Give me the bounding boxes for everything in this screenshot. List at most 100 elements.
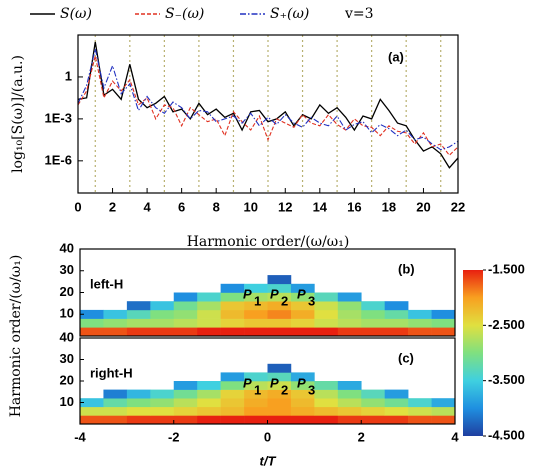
heatmap-cell <box>244 372 268 382</box>
heatmap-cell <box>173 389 198 399</box>
x-tick-label: 4 <box>451 429 459 444</box>
heatmap-cell <box>244 415 268 425</box>
heatmap-cell <box>103 318 128 328</box>
heatmap-cell <box>361 406 385 416</box>
heatmap-cell <box>173 309 198 319</box>
heatmap-cell <box>244 318 268 328</box>
heatmap-cell <box>80 327 104 337</box>
heatmap-cell <box>290 398 315 408</box>
peak-label: P <box>243 375 252 390</box>
peak-label-sub: 2 <box>281 293 288 308</box>
heatmap-cell <box>431 327 456 337</box>
panel-label: (a) <box>388 49 404 64</box>
heatmap-cell <box>150 406 175 416</box>
peak-label-sub: 1 <box>254 382 261 397</box>
heatmap-cell <box>361 301 385 311</box>
heatmap-cell <box>314 309 339 319</box>
heatmap-cell <box>173 301 198 311</box>
heatmap-cell <box>361 415 385 425</box>
heatmap-cell <box>267 327 292 337</box>
x-tick-label: 14 <box>313 199 328 214</box>
heatmap-cell <box>173 327 198 337</box>
heatmap-cell <box>244 398 268 408</box>
peak-label-sub: 1 <box>254 293 261 308</box>
heatmap-cell <box>267 283 292 293</box>
heatmap-cell <box>267 372 292 382</box>
heatmap-cell <box>267 363 292 373</box>
heatmap-cell <box>267 398 292 408</box>
heatmap-cell <box>244 327 268 337</box>
heatmap-cell <box>150 389 175 399</box>
heatmap-cell <box>337 318 362 328</box>
heatmap-cell <box>197 301 221 311</box>
x-tick-label: 12 <box>278 199 292 214</box>
heatmap-cell <box>173 415 198 425</box>
heatmap-cell <box>126 406 151 416</box>
heatmap-cell <box>220 398 245 408</box>
heatmap-cell <box>220 301 245 311</box>
heatmap-cell <box>290 292 315 302</box>
y-tick-label: 40 <box>60 240 74 255</box>
heatmap-cell <box>197 398 221 408</box>
heatmap-cell <box>290 389 315 399</box>
heatmap-cell <box>244 309 268 319</box>
heatmap-cell <box>267 309 292 319</box>
heatmap-cell <box>220 292 245 302</box>
peak-label: P <box>270 286 279 301</box>
heatmap-cell <box>314 292 339 302</box>
y-tick-label: 10 <box>60 394 74 409</box>
heatmap-cell <box>103 389 128 399</box>
heatmap-cell <box>408 406 432 416</box>
heatmap-cell <box>103 398 128 408</box>
x-tick-label: 2 <box>358 429 365 444</box>
legend-label: S₊(ω) <box>270 6 309 22</box>
y-tick-label: 1 <box>65 68 72 83</box>
heatmap-cell <box>290 318 315 328</box>
heatmap-cell <box>220 327 245 337</box>
x-axis-label: Harmonic order/(ω/ω₁) <box>187 234 350 250</box>
heatmap-cell <box>150 309 175 319</box>
series-line <box>78 48 458 151</box>
heatmap-cell <box>337 406 362 416</box>
heatmap-cell <box>314 381 339 390</box>
heatmap-cell <box>361 318 385 328</box>
heatmap-cell <box>337 415 362 425</box>
y-axis-label: log₁₀[S(ω)]/(a.u.) <box>10 55 26 173</box>
y-tick-label: 1E-3 <box>45 110 72 125</box>
heatmap-cell <box>126 415 151 425</box>
x-tick-label: 4 <box>143 199 151 214</box>
heatmap-cell <box>384 389 409 399</box>
heatmap-cell <box>361 389 385 399</box>
heatmap-cell <box>337 389 362 399</box>
heatmap-cell <box>408 415 432 425</box>
x-tick-label: 16 <box>347 199 361 214</box>
annotation: left-H <box>90 276 123 291</box>
colorbar-tick-label: -3.500 <box>488 372 525 387</box>
heatmap-cell <box>384 398 409 408</box>
heatmap-cell <box>197 292 221 302</box>
y-tick-label: 30 <box>60 351 74 366</box>
x-tick-label: 8 <box>213 199 220 214</box>
y-axis-label: Harmonic order/(ω/ω₁) <box>8 255 24 418</box>
heatmap-cell <box>80 309 104 319</box>
y-tick-label: 30 <box>60 262 74 277</box>
panel-label: (c) <box>398 350 414 365</box>
heatmap-cell <box>290 381 315 390</box>
x-tick-label: 18 <box>382 199 396 214</box>
heatmap-cell <box>220 389 245 399</box>
peak-label: P <box>270 375 279 390</box>
heatmap-cell <box>267 406 292 416</box>
heatmap-cell <box>384 327 409 337</box>
heatmap-cell <box>431 398 456 408</box>
heatmap-cell <box>337 309 362 319</box>
heatmap-cell <box>267 318 292 328</box>
heatmap-cell <box>290 283 315 293</box>
heatmap-cell <box>220 415 245 425</box>
heatmap-cell <box>267 301 292 311</box>
heatmap-cell <box>150 398 175 408</box>
heatmap-cell <box>314 389 339 399</box>
heatmap-cell <box>431 415 456 425</box>
peak-label-sub: 2 <box>281 382 288 397</box>
heatmap-cell <box>197 318 221 328</box>
